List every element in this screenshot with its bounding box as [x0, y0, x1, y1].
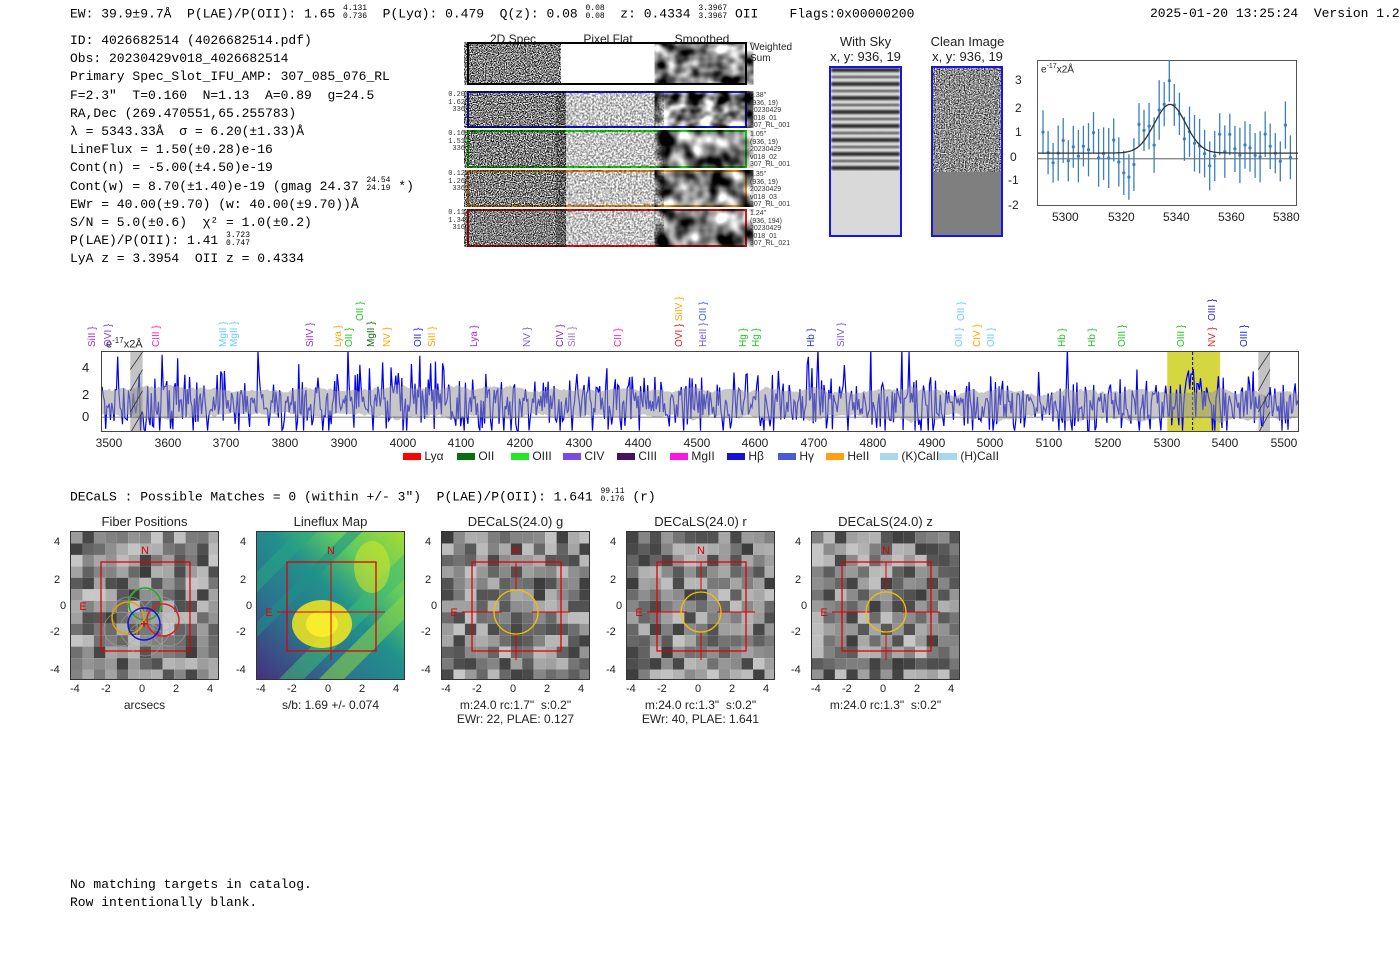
svg-text:E: E — [450, 607, 457, 619]
svg-text:N: N — [327, 545, 335, 557]
svg-text:N: N — [141, 545, 149, 557]
svg-text:+: + — [140, 617, 147, 631]
svg-text:N: N — [882, 545, 890, 557]
svg-text:N: N — [512, 545, 520, 557]
svg-text:E: E — [79, 601, 86, 613]
svg-text:E: E — [265, 607, 272, 619]
svg-text:E: E — [820, 607, 827, 619]
svg-text:N: N — [697, 545, 705, 557]
svg-text:E: E — [635, 607, 642, 619]
